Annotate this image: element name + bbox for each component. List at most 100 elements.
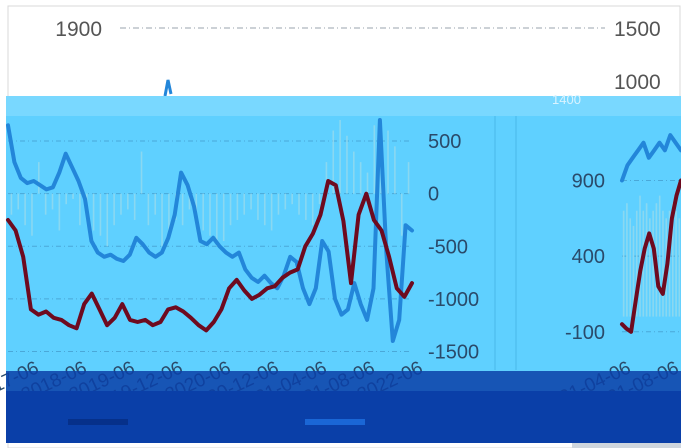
main-bar <box>154 193 157 215</box>
legend-strip <box>6 391 681 443</box>
side-y-tick-label: -100 <box>565 322 605 344</box>
main-bar <box>373 125 376 194</box>
main-bar <box>133 193 136 220</box>
main-bar <box>10 193 13 215</box>
main-y-tick-label: -500 <box>428 236 468 258</box>
main-bar <box>38 162 40 194</box>
side-bar <box>622 210 625 317</box>
main-bar <box>202 193 204 231</box>
main-bar <box>407 162 410 194</box>
main-bar <box>79 193 81 226</box>
main-bar <box>229 193 232 226</box>
main-series-line-blue <box>6 118 414 343</box>
main-bar <box>352 151 355 194</box>
side-lines <box>620 133 681 334</box>
main-bar <box>72 193 74 199</box>
main-bar <box>127 193 129 210</box>
main-bar <box>318 193 321 205</box>
background-right-tick-top: 1500 <box>614 18 661 41</box>
side-bar <box>649 218 651 317</box>
side-bar <box>658 195 661 317</box>
main-bar <box>270 193 273 231</box>
side-bar <box>645 203 648 317</box>
main-y-tick-label: -1500 <box>428 341 479 363</box>
main-bar <box>24 193 26 226</box>
main-bar <box>291 193 293 205</box>
main-bar <box>140 151 143 194</box>
side-bar <box>672 203 674 317</box>
main-bar <box>209 193 211 236</box>
main-series-line-red <box>6 179 414 333</box>
main-bar <box>346 135 348 194</box>
main-bar <box>168 193 170 231</box>
side-bar <box>626 203 628 317</box>
main-bar <box>257 193 259 220</box>
main-bar <box>305 193 307 220</box>
legend-swatch-red <box>68 419 128 425</box>
side-bar <box>652 210 654 317</box>
main-bar <box>263 193 266 226</box>
main-bar <box>65 193 68 205</box>
legend-swatch-blue <box>305 419 365 425</box>
side-bar <box>678 218 681 317</box>
main-bar <box>250 193 252 210</box>
main-bar <box>387 130 389 194</box>
main-y-tick-label: 500 <box>428 131 461 153</box>
main-bar <box>298 193 300 215</box>
main-bar <box>92 193 95 231</box>
main-bar <box>366 172 369 194</box>
main-y-tick-label: -1000 <box>428 289 479 311</box>
main-bar <box>44 193 47 215</box>
background-series-fragment <box>163 79 173 97</box>
main-bar <box>311 193 314 226</box>
main-bar <box>339 120 341 194</box>
side-y-tick-label: 400 <box>572 246 605 268</box>
side-bar <box>675 210 677 317</box>
main-bar <box>188 193 191 210</box>
corner-fragment <box>572 443 681 448</box>
main-bar <box>113 193 115 226</box>
main-bar <box>236 193 239 220</box>
main-bar <box>181 193 184 226</box>
side-y-tick-label: 900 <box>572 171 605 193</box>
main-bar <box>222 193 225 241</box>
main-y-ticks: 500 0 -500 -1000 -1500 <box>428 131 479 363</box>
side-series-line-blue <box>620 133 681 183</box>
main-bar <box>51 193 54 210</box>
bottom-bands <box>6 371 681 448</box>
main-y-tick-label: 0 <box>428 184 439 206</box>
main-bar <box>277 193 280 215</box>
side-bar <box>629 218 631 317</box>
main-bar <box>394 146 396 194</box>
main-bar <box>99 193 102 236</box>
background-left-tick: 1900 <box>55 18 102 41</box>
main-bar <box>31 193 33 236</box>
side-y-ticks: 900 400 -100 <box>565 171 605 344</box>
main-bar <box>147 193 150 226</box>
main-bar <box>400 193 403 236</box>
main-bar <box>58 193 61 231</box>
main-bar <box>243 193 246 215</box>
glitch-band <box>6 371 681 393</box>
main-bar <box>195 193 198 215</box>
side-bar <box>662 210 664 317</box>
main-bar <box>106 193 109 247</box>
main-lines <box>6 118 414 343</box>
main-bar <box>284 193 287 210</box>
main-bar <box>120 193 122 215</box>
overlay-panel-bg <box>6 96 681 391</box>
main-bar <box>216 193 218 247</box>
panel-partial-label: 1400 <box>552 92 581 107</box>
side-gridlines <box>622 180 681 333</box>
side-bar <box>639 195 641 317</box>
side-series-line-red <box>620 178 681 334</box>
overlay-panel-header <box>6 96 681 116</box>
main-bar <box>359 162 362 194</box>
main-bar <box>332 130 335 194</box>
background-right-tick-second: 1000 <box>614 71 661 94</box>
side-bar <box>668 210 671 317</box>
side-bar <box>632 225 635 317</box>
main-bar <box>161 193 163 247</box>
